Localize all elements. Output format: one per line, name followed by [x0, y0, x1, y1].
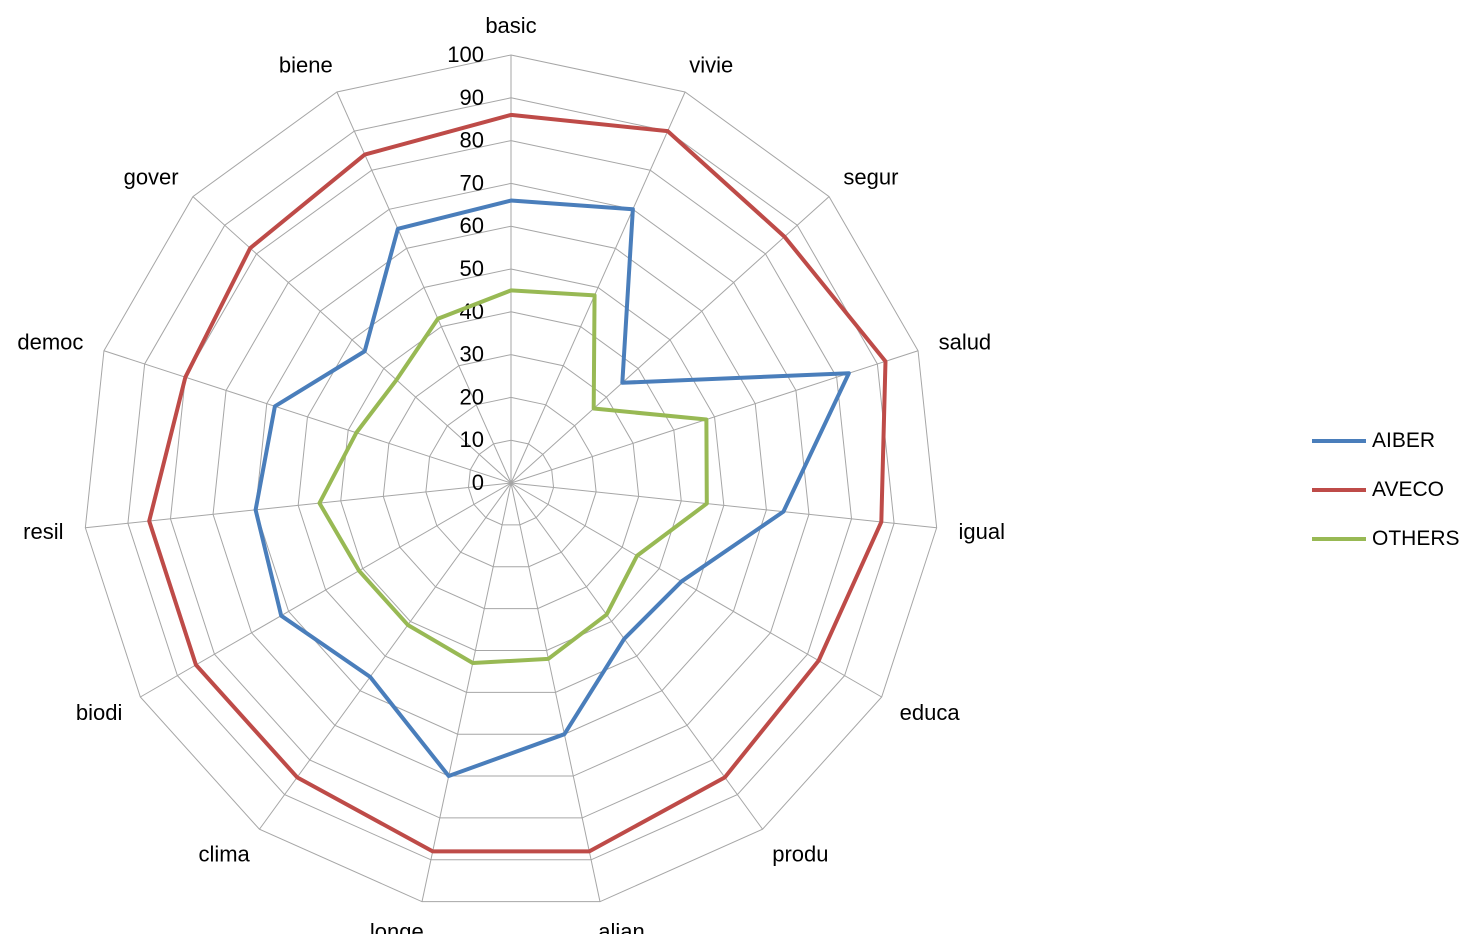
- category-label-clima: clima: [198, 842, 250, 867]
- category-label-vivie: vivie: [689, 53, 733, 78]
- category-label-educa: educa: [900, 700, 961, 725]
- series-line-aiber: [253, 198, 851, 779]
- category-label-democ: democ: [17, 329, 83, 354]
- spoke-biene: [336, 91, 512, 484]
- category-label-biene: biene: [279, 53, 333, 78]
- tick-label-0: 0: [472, 470, 484, 495]
- category-label-basic: basic: [485, 13, 536, 38]
- spoke-educa: [510, 482, 882, 698]
- tick-label-20: 20: [460, 384, 484, 409]
- grid-ring-40: [340, 311, 682, 651]
- legend-item-others: OTHERS: [1312, 514, 1460, 563]
- spoke-igual: [510, 482, 937, 529]
- grid-ring-20: [425, 396, 597, 568]
- legend-label-aveco: AVECO: [1372, 477, 1444, 501]
- category-label-resil: resil: [23, 519, 63, 544]
- legend-label-others: OTHERS: [1372, 526, 1460, 550]
- tick-label-80: 80: [460, 128, 484, 153]
- series-line-others: [317, 288, 709, 666]
- legend: AIBER AVECO OTHERS: [1312, 416, 1460, 563]
- grid-ring-80: [169, 140, 853, 819]
- category-label-igual: igual: [958, 519, 1004, 544]
- legend-item-aveco: AVECO: [1312, 465, 1460, 514]
- spoke-produ: [510, 482, 763, 830]
- grid-ring-60: [255, 225, 767, 735]
- grid-ring-90: [127, 97, 895, 861]
- grid-ring-100: [84, 54, 938, 903]
- spoke-democ: [103, 350, 512, 484]
- legend-item-aiber: AIBER: [1312, 416, 1460, 465]
- grid-ring-10: [467, 439, 555, 526]
- tick-label-30: 30: [460, 342, 484, 367]
- series-line-aveco: [147, 112, 888, 854]
- spoke-gover: [192, 196, 512, 484]
- legend-swatch-others: [1312, 536, 1366, 541]
- grid-ring-70: [212, 182, 810, 777]
- category-label-gover: gover: [124, 165, 179, 190]
- category-label-salud: salud: [939, 329, 992, 354]
- spoke-vivie: [510, 91, 686, 484]
- tick-label-60: 60: [460, 213, 484, 238]
- spoke-alian: [510, 482, 601, 902]
- spoke-resil: [85, 482, 512, 529]
- legend-label-aiber: AIBER: [1372, 428, 1436, 452]
- category-label-biodi: biodi: [76, 700, 122, 725]
- legend-swatch-aiber: [1312, 438, 1366, 443]
- category-label-alian: alian: [598, 919, 644, 934]
- tick-label-90: 90: [460, 85, 484, 110]
- legend-swatch-aveco: [1312, 487, 1366, 492]
- spoke-biodi: [140, 482, 512, 698]
- tick-label-100: 100: [447, 42, 484, 67]
- tick-label-70: 70: [460, 170, 484, 195]
- category-label-longe: longe: [370, 919, 424, 934]
- spoke-longe: [421, 482, 512, 902]
- category-label-segur: segur: [843, 165, 898, 190]
- category-label-produ: produ: [772, 842, 828, 867]
- tick-label-50: 50: [460, 256, 484, 281]
- spoke-clima: [259, 482, 512, 830]
- spoke-segur: [510, 196, 830, 484]
- spoke-salud: [510, 350, 919, 484]
- grid-ring-30: [382, 354, 640, 610]
- tick-label-10: 10: [460, 427, 484, 452]
